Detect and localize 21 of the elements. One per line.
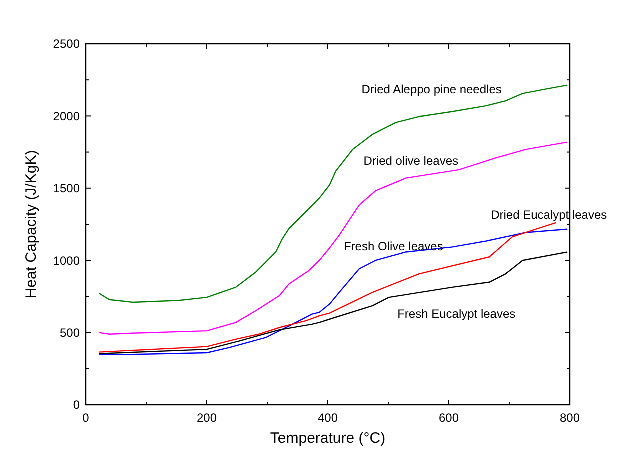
y-tick-label: 1000 (53, 254, 80, 268)
y-tick-label: 2000 (53, 109, 80, 124)
x-tick-label: 600 (438, 411, 460, 425)
line-series (98, 142, 568, 335)
y-tick-label: 0 (73, 398, 80, 412)
x-axis-title: Temperature (°C) (270, 430, 386, 447)
x-tick-label: 0 (82, 411, 90, 425)
series-label: Fresh Olive leaves (344, 240, 444, 254)
line-series (98, 84, 568, 304)
y-tick-label: 500 (60, 326, 80, 340)
y-tick-label: 1500 (53, 182, 80, 196)
y-tick-label: 2500 (53, 37, 80, 52)
series-label: Dried Eucalypt leaves (491, 208, 608, 222)
x-tick-label: 800 (560, 411, 580, 425)
series-label: Fresh Eucalypt leaves (398, 306, 516, 321)
y-axis-title: Heat Capacity (J/KgK) (23, 150, 40, 299)
x-tick-label: 400 (318, 411, 338, 425)
series-label: Dried Aleppo pine needles (362, 82, 502, 97)
line-series (98, 252, 568, 354)
series-label: Dried olive leaves (364, 154, 459, 168)
x-tick-label: 200 (196, 411, 218, 425)
